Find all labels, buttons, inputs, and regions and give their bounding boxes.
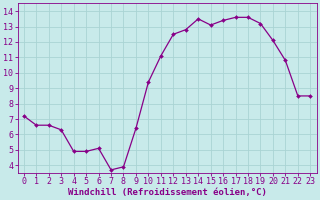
X-axis label: Windchill (Refroidissement éolien,°C): Windchill (Refroidissement éolien,°C) [68,188,267,197]
